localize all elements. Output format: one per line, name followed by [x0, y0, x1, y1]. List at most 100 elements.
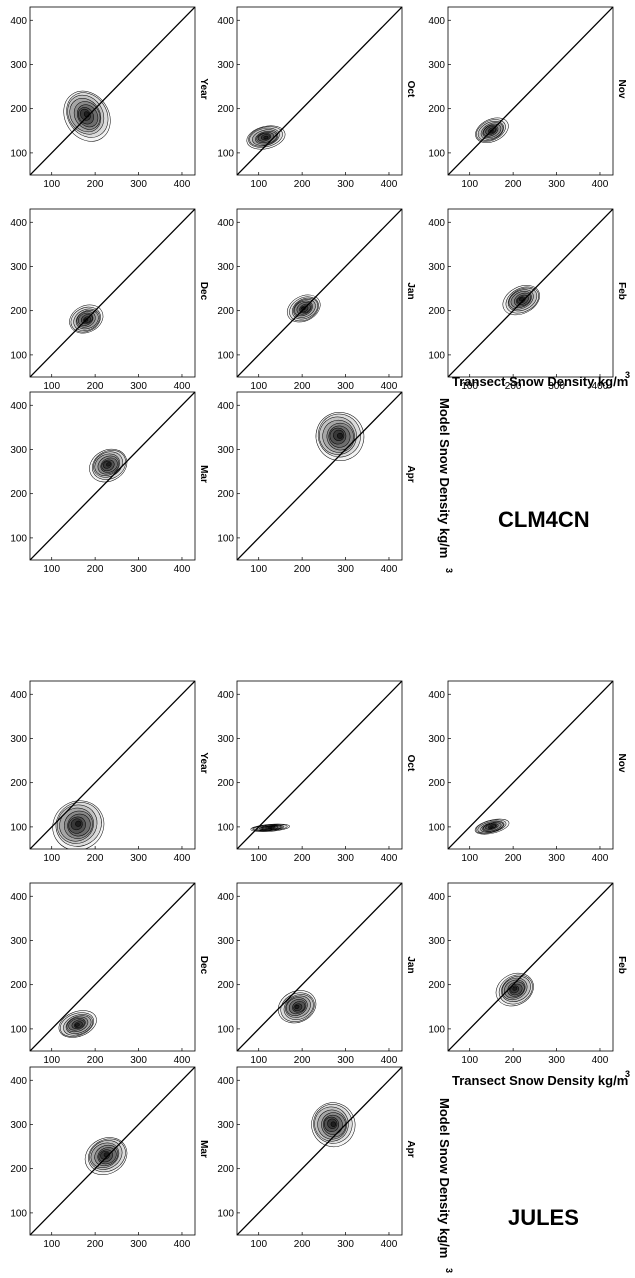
jules-feb-y-tick-label-200: 200 — [428, 980, 445, 991]
jules-nov-x-tick-label-400: 400 — [592, 853, 609, 864]
clm4cn-apr-contour-level-9 — [336, 432, 343, 439]
clm4cn-year-month-label: Year — [198, 78, 209, 99]
jules-oct-y-tick-label-400: 400 — [217, 690, 234, 701]
jules-jan-y-tick-label-200: 200 — [217, 980, 234, 991]
clm4cn-year-x-tick-label-300: 300 — [130, 179, 147, 190]
jules-jan-x-tick-label-200: 200 — [294, 1055, 311, 1066]
clm4cn-feb-one-to-one-line — [448, 209, 613, 377]
clm4cn-jan-panel: 100 200 300 400 100 200 300 400 Jan — [217, 208, 416, 392]
jules-feb-y-tick-label-300: 300 — [428, 936, 445, 947]
jules-jan-one-to-one-line — [237, 883, 402, 1051]
jules-jan-y-tick-label-300: 300 — [217, 936, 234, 947]
clm4cn-mar-x-tick-label-200: 200 — [87, 564, 104, 575]
clm4cn-oct-x-tick-label-100: 100 — [250, 179, 267, 190]
clm4cn-dec-x-tick-label-200: 200 — [87, 381, 104, 392]
clm4cn-feb-y-tick-label-400: 400 — [428, 218, 445, 229]
jules-feb-frame — [447, 882, 614, 1052]
jules-year-y-tick-label-300: 300 — [10, 734, 27, 745]
clm4cn-oct-y-tick-label-100: 100 — [217, 148, 234, 159]
jules-feb-y-tick-label-100: 100 — [428, 1024, 445, 1035]
jules-feb-y-tick-label-400: 400 — [428, 892, 445, 903]
clm4cn-dec-panel: 100 200 300 400 100 200 300 400 Dec — [10, 208, 209, 392]
jules-jan-x-tick-label-100: 100 — [250, 1055, 267, 1066]
jules-dec-y-tick-label-400: 400 — [10, 892, 27, 903]
jules-y-axis-sup: 3 — [444, 1268, 454, 1273]
jules-oct-x-tick-label-300: 300 — [337, 853, 354, 864]
jules-jan-contours — [277, 990, 317, 1024]
clm4cn-apr-contours — [315, 412, 365, 461]
clm4cn-apr-one-to-one-line — [237, 392, 402, 560]
jules-mar-x-tick-label-300: 300 — [130, 1239, 147, 1250]
clm4cn-mar-x-tick-label-300: 300 — [130, 564, 147, 575]
clm4cn-mar-contours — [89, 448, 128, 483]
clm4cn-oct-panel: 100 200 300 400 100 200 300 400 Oct — [217, 6, 416, 190]
clm4cn-apr-x-tick-label-300: 300 — [337, 564, 354, 575]
jules-jan-x-tick-label-300: 300 — [337, 1055, 354, 1066]
jules-dec-contour-level-9 — [74, 1023, 80, 1027]
clm4cn-year-y-tick-label-100: 100 — [10, 148, 27, 159]
clm4cn-oct-x-tick-label-300: 300 — [337, 179, 354, 190]
clm4cn-nov-y-tick-label-400: 400 — [428, 16, 445, 27]
clm4cn-feb-y-tick-label-100: 100 — [428, 350, 445, 361]
jules-dec-y-tick-label-100: 100 — [10, 1024, 27, 1035]
clm4cn-year-x-tick-label-400: 400 — [174, 179, 191, 190]
jules-oct-month-label: Oct — [405, 755, 416, 772]
clm4cn-apr-x-tick-label-100: 100 — [250, 564, 267, 575]
jules-oct-y-tick-label-100: 100 — [217, 822, 234, 833]
jules-feb-panel: 100 200 300 400 100 200 300 400 Feb — [428, 882, 627, 1066]
clm4cn-jan-y-tick-label-300: 300 — [217, 262, 234, 273]
jules-year-panel: 100 200 300 400 100 200 300 400 Year — [10, 680, 209, 864]
clm4cn-oct-x-tick-label-400: 400 — [381, 179, 398, 190]
jules-jan-y-tick-label-100: 100 — [217, 1024, 234, 1035]
clm4cn-dec-one-to-one-line — [30, 209, 195, 377]
clm4cn-feb-panel: 100 200 300 400 100 200 300 400 Feb — [428, 208, 627, 392]
jules-apr-y-tick-label-200: 200 — [217, 1164, 234, 1175]
jules-jan-month-label: Jan — [405, 956, 416, 973]
jules-jan-y-tick-label-400: 400 — [217, 892, 234, 903]
clm4cn-dec-y-tick-label-100: 100 — [10, 350, 27, 361]
clm-x-axis-label: Transect Snow Density kg/m — [452, 374, 628, 389]
clm4cn-nov-x-tick-label-300: 300 — [548, 179, 565, 190]
clm-x-axis-sup: 3 — [625, 370, 630, 380]
jules-apr-month-label: Apr — [405, 1140, 416, 1157]
jules-year-y-tick-label-100: 100 — [10, 822, 27, 833]
jules-y-axis-label: Model Snow Density kg/m — [437, 1098, 452, 1258]
jules-feb-one-to-one-line — [448, 883, 613, 1051]
clm4cn-feb-x-tick-label-100: 100 — [461, 381, 478, 392]
clm4cn-year-y-tick-label-200: 200 — [10, 104, 27, 115]
clm4cn-nov-y-tick-label-100: 100 — [428, 148, 445, 159]
jules-nov-x-tick-label-100: 100 — [461, 853, 478, 864]
clm4cn-jan-one-to-one-line — [237, 209, 402, 377]
jules-oct-y-tick-label-300: 300 — [217, 734, 234, 745]
jules-apr-panel: 100 200 300 400 100 200 300 400 Apr — [217, 1066, 416, 1250]
jules-oct-x-tick-label-400: 400 — [381, 853, 398, 864]
clm4cn-mar-panel: 100 200 300 400 100 200 300 400 Mar — [10, 391, 209, 575]
clm4cn-oct-frame — [236, 6, 403, 176]
clm4cn-apr-panel: 100 200 300 400 100 200 300 400 Apr — [217, 391, 416, 575]
clm4cn-mar-one-to-one-line — [30, 392, 195, 560]
jules-dec-frame — [29, 882, 196, 1052]
jules-feb-x-tick-label-400: 400 — [592, 1055, 609, 1066]
clm4cn-apr-frame — [236, 391, 403, 561]
jules-nov-x-tick-label-300: 300 — [548, 853, 565, 864]
clm-y-axis-sup: 3 — [444, 568, 454, 573]
jules-oct-contour-level-9 — [267, 827, 273, 829]
clm4cn-jan-x-tick-label-300: 300 — [337, 381, 354, 392]
clm4cn-mar-y-tick-label-400: 400 — [10, 401, 27, 412]
jules-feb-x-tick-label-300: 300 — [548, 1055, 565, 1066]
clm4cn-apr-y-tick-label-100: 100 — [217, 533, 234, 544]
clm4cn-mar-contour-level-9 — [106, 462, 111, 467]
jules-nov-month-label: Nov — [616, 754, 627, 773]
jules-mar-y-tick-label-200: 200 — [10, 1164, 27, 1175]
clm4cn-feb-month-label: Feb — [616, 282, 627, 300]
clm4cn-feb-x-tick-label-300: 300 — [548, 381, 565, 392]
clm4cn-apr-y-tick-label-200: 200 — [217, 489, 234, 500]
jules-nov-one-to-one-line — [448, 681, 613, 849]
clm4cn-year-panel: 100 200 300 400 100 200 300 400 Year — [10, 6, 209, 190]
clm4cn-dec-frame — [29, 208, 196, 378]
jules-mar-x-tick-label-200: 200 — [87, 1239, 104, 1250]
clm4cn-apr-x-tick-label-400: 400 — [381, 564, 398, 575]
jules-year-x-tick-label-100: 100 — [43, 853, 60, 864]
jules-year-month-label: Year — [198, 752, 209, 773]
